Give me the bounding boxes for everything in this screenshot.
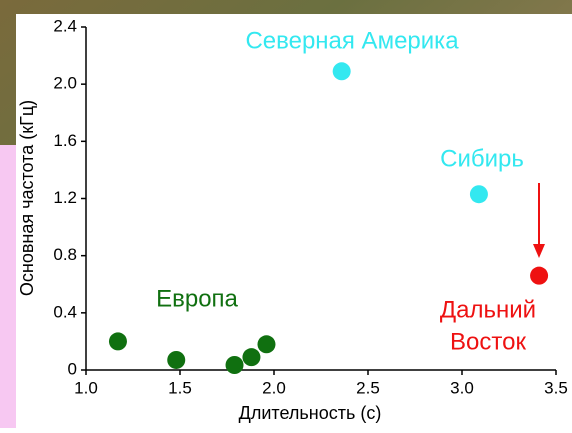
- x-axis-title: Длительность (с): [239, 403, 382, 423]
- y-tick-label: 2.0: [53, 74, 77, 93]
- x-tick-label: 1.0: [74, 378, 98, 397]
- y-tick-label: 0.8: [53, 245, 77, 264]
- chart: Длительность (с) Основная частота (кГц) …: [0, 0, 572, 428]
- y-tick-label: 2.4: [53, 16, 77, 35]
- point: [242, 348, 260, 366]
- x-tick-label: 2.0: [262, 378, 286, 397]
- x-tick-label: 3.5: [544, 378, 568, 397]
- point: [167, 351, 185, 369]
- point: [109, 332, 127, 350]
- point: [530, 267, 548, 285]
- y-tick-label: 0: [68, 359, 77, 378]
- y-tick-label: 0.4: [53, 302, 77, 321]
- point: [257, 335, 275, 353]
- group-label: Дальний: [440, 296, 536, 323]
- x-tick-label: 3.0: [450, 378, 474, 397]
- plot-background: [16, 14, 572, 428]
- point: [333, 62, 351, 80]
- page: {"chart_data": {"type": "scatter", "x_la…: [0, 0, 572, 433]
- group-label: Северная Америка: [245, 27, 459, 54]
- x-tick-label: 2.5: [356, 378, 380, 397]
- group-label: Восток: [450, 328, 526, 355]
- point: [470, 185, 488, 203]
- y-tick-label: 1.6: [53, 131, 77, 150]
- point: [226, 356, 244, 374]
- y-tick-label: 1.2: [53, 188, 77, 207]
- group-label: Европа: [156, 285, 238, 312]
- y-axis-title: Основная частота (кГц): [17, 100, 37, 296]
- x-tick-label: 1.5: [168, 378, 192, 397]
- group-label: Сибирь: [440, 145, 524, 172]
- pink-panel: [0, 145, 16, 428]
